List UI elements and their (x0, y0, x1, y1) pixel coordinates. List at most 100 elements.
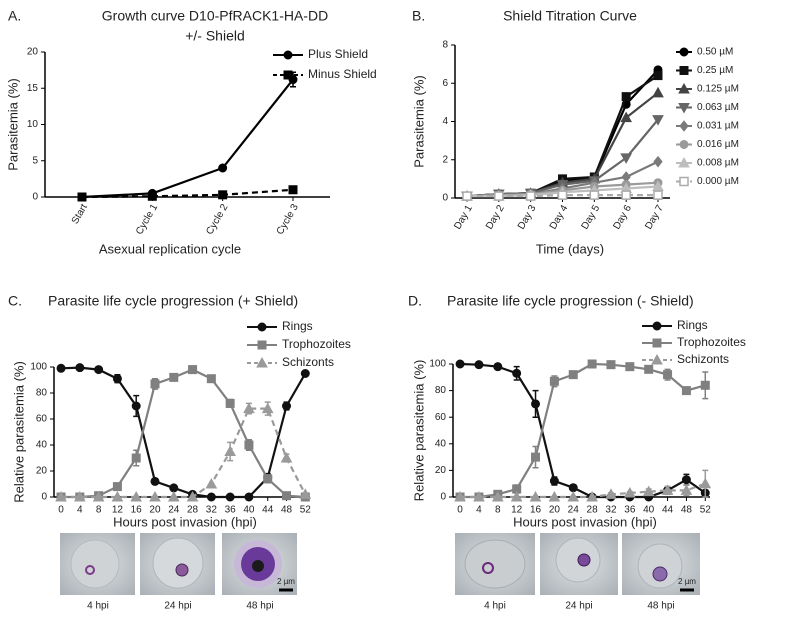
marker (112, 374, 122, 384)
x-tick-label: 28 (187, 505, 199, 516)
micrographs-d: 2 µm 4 hpi 24 hpi 48 hpi (455, 533, 700, 612)
y-tick-label: 20 (435, 465, 447, 476)
marker (586, 490, 598, 502)
marker (679, 140, 689, 149)
marker (243, 402, 255, 414)
x-tick-label: 24 (168, 505, 180, 516)
y-tick-label: 80 (36, 388, 48, 399)
panel-label: B. (412, 8, 425, 24)
marker (169, 483, 179, 493)
marker (525, 191, 536, 201)
x-tick-label: 48 (681, 505, 693, 516)
marker (283, 50, 293, 60)
chart-title: Parasite life cycle progression (- Shiel… (447, 293, 694, 309)
panel-label: A. (8, 8, 21, 24)
marker (623, 486, 636, 498)
marker (679, 47, 689, 57)
parasite (482, 562, 494, 574)
marker (680, 484, 693, 495)
y-tick-label: 0 (442, 193, 448, 204)
y-tick-label: 0 (440, 492, 446, 503)
y-tick-label: 0 (41, 492, 47, 503)
marker (700, 380, 710, 390)
marker (605, 488, 617, 499)
micrograph-label: 24 hpi (164, 601, 191, 612)
x-tick-label: 44 (262, 505, 274, 516)
scale-bar-label: 2 µm (277, 577, 295, 586)
marker (75, 363, 85, 373)
marker (73, 490, 86, 502)
parasite (652, 566, 668, 582)
legend-label: 0.000 µM (697, 176, 739, 187)
marker (681, 475, 691, 485)
x-tick-label: 4 (77, 505, 83, 516)
x-tick-label: 24 (568, 505, 580, 516)
y-tick-label: 0 (32, 192, 38, 203)
y-axis-label: Parasitemia (%) (411, 75, 426, 167)
marker (131, 401, 141, 411)
y-tick-label: 100 (429, 359, 446, 370)
marker (679, 66, 689, 75)
cell (152, 537, 204, 589)
micrograph-label: 4 hpi (87, 601, 109, 612)
chart-title: Shield Titration Curve (503, 8, 637, 24)
marker (681, 386, 691, 396)
marker (257, 322, 267, 332)
legend-label: Trophozoites (677, 335, 746, 349)
legend-label: Minus Shield (308, 67, 377, 81)
legend-label: 0.008 µM (697, 158, 739, 169)
marker (510, 490, 523, 502)
y-tick-label: 8 (442, 40, 448, 51)
x-tick-label: Cycle 2 (204, 202, 230, 237)
legend-label: Schizonts (282, 355, 334, 369)
marker (218, 163, 228, 173)
x-tick-label: 20 (149, 505, 161, 516)
marker (679, 120, 689, 132)
marker (169, 372, 179, 382)
parasite (85, 565, 95, 575)
y-tick-label: 80 (435, 385, 447, 396)
marker (244, 492, 254, 502)
y-tick-label: 4 (442, 116, 448, 127)
panel-label: D. (408, 293, 422, 309)
marker (462, 191, 472, 201)
series-line (61, 407, 307, 499)
marker (77, 192, 87, 202)
x-tick-label: 36 (624, 505, 636, 516)
series-line (460, 362, 706, 499)
legend-label: 0.125 µM (697, 84, 739, 95)
x-tick-label: 12 (112, 505, 124, 516)
marker (288, 185, 298, 195)
marker (625, 362, 635, 372)
x-tick-label: Day 6 (611, 203, 634, 232)
marker (621, 92, 631, 102)
micrograph-label: 4 hpi (484, 601, 506, 612)
x-tick-label: 32 (605, 505, 617, 516)
x-tick-label: 12 (511, 505, 523, 516)
y-tick-label: 10 (27, 119, 39, 130)
marker (186, 490, 199, 502)
marker (257, 340, 267, 350)
marker (531, 399, 541, 409)
marker (678, 103, 690, 114)
x-axis-label: Hours post invasion (hpi) (513, 514, 657, 529)
y-tick-label: 100 (30, 362, 47, 373)
micrographs-c: 2 µm 4 hpi 24 hpi 48 hpi (60, 533, 297, 612)
legend-label: 0.016 µM (697, 139, 739, 150)
chart-subtitle: +/- Shield (185, 28, 245, 44)
marker (568, 483, 578, 493)
legend-label: 0.063 µM (697, 102, 739, 113)
x-tick-label: 40 (643, 505, 655, 516)
marker (652, 338, 662, 348)
marker (150, 476, 160, 486)
legend-label: Schizonts (677, 352, 729, 366)
x-tick-label: 8 (96, 505, 102, 516)
x-axis-label: Hours post invasion (hpi) (113, 514, 257, 529)
x-tick-label: 16 (530, 505, 542, 516)
y-axis-label: Relative parasitemia (%) (411, 360, 426, 502)
marker (282, 491, 292, 501)
legend-label: 0.25 µM (697, 65, 733, 76)
x-tick-label: Day 5 (580, 203, 603, 232)
marker (621, 190, 631, 200)
x-tick-label: 0 (58, 505, 64, 516)
